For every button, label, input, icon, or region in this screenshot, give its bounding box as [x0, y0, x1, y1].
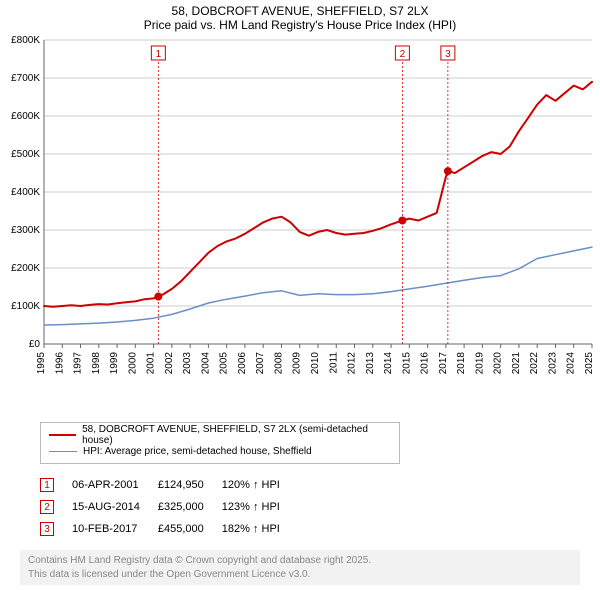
sale-row: 3 10-FEB-2017£455,000182% ↑ HPI	[40, 518, 298, 540]
sale-marker-number: 3	[445, 49, 451, 60]
x-tick-label: 2015	[401, 352, 412, 375]
sale-row-marker: 1	[40, 478, 54, 492]
sale-marker-dot	[398, 217, 406, 225]
chart-title-block: 58, DOBCROFT AVENUE, SHEFFIELD, S7 2LX P…	[0, 0, 600, 34]
x-tick-label: 2019	[474, 352, 485, 375]
x-tick-label: 1997	[73, 352, 84, 375]
x-tick-label: 2014	[383, 352, 394, 375]
sale-row: 1 06-APR-2001£124,950120% ↑ HPI	[40, 474, 298, 496]
x-tick-label: 1998	[91, 352, 102, 375]
legend: 58, DOBCROFT AVENUE, SHEFFIELD, S7 2LX (…	[40, 422, 400, 464]
title-line-2: Price paid vs. HM Land Registry's House …	[0, 18, 600, 32]
x-tick-label: 2010	[310, 352, 321, 375]
x-tick-label: 2004	[200, 352, 211, 375]
y-tick-label: £500K	[11, 149, 40, 160]
sale-row: 2 15-AUG-2014£325,000123% ↑ HPI	[40, 496, 298, 518]
sale-vs-hpi: 120% ↑ HPI	[222, 474, 298, 496]
sale-row-marker: 3	[40, 522, 54, 536]
price-chart: £0 £100K £200K £300K £400K £500K £600K £700K £80…	[0, 34, 600, 414]
x-tick-label: 1999	[109, 352, 120, 375]
x-tick-label: 2022	[529, 352, 540, 375]
x-tick-label: 1995	[36, 352, 47, 375]
sale-marker-dot	[444, 167, 452, 175]
sale-date: 10-FEB-2017	[72, 518, 158, 540]
y-tick-label: £400K	[11, 187, 40, 198]
y-tick-label: £300K	[11, 225, 40, 236]
x-tick-label: 2001	[146, 352, 157, 375]
sale-vs-hpi: 123% ↑ HPI	[222, 496, 298, 518]
legend-label: HPI: Average price, semi-detached house,…	[83, 446, 312, 457]
x-tick-label: 2016	[420, 352, 431, 375]
x-tick-label: 2003	[182, 352, 193, 375]
x-tick-label: 1996	[54, 352, 65, 375]
sale-marker-number: 1	[156, 49, 162, 60]
x-tick-label: 2012	[347, 352, 358, 375]
x-tick-label: 2024	[566, 352, 577, 375]
y-tick-label: £100K	[11, 301, 40, 312]
sale-date: 15-AUG-2014	[72, 496, 158, 518]
y-tick-label: £600K	[11, 111, 40, 122]
sale-vs-hpi: 182% ↑ HPI	[222, 518, 298, 540]
x-tick-label: 2000	[127, 352, 138, 375]
x-tick-label: 2023	[547, 352, 558, 375]
attribution: Contains HM Land Registry data © Crown c…	[20, 550, 580, 585]
chart-area: £0 £100K £200K £300K £400K £500K £600K £700K £80…	[0, 34, 600, 414]
sale-price: £325,000	[158, 496, 222, 518]
x-tick-label: 2011	[328, 352, 339, 374]
sale-date: 06-APR-2001	[72, 474, 158, 496]
x-tick-label: 2005	[219, 352, 230, 375]
x-tick-label: 2013	[365, 352, 376, 375]
x-tick-label: 2007	[255, 352, 266, 375]
legend-swatch	[49, 451, 77, 452]
x-tick-label: 2018	[456, 352, 467, 375]
sale-price: £124,950	[158, 474, 222, 496]
y-tick-label: £200K	[11, 263, 40, 274]
x-tick-label: 2002	[164, 352, 175, 375]
y-tick-label: £0	[29, 339, 41, 350]
x-tick-label: 2021	[511, 352, 522, 375]
y-tick-label: £700K	[11, 73, 40, 84]
sales-table: 1 06-APR-2001£124,950120% ↑ HPI 2 15-AUG-20…	[40, 474, 298, 540]
x-tick-label: 2008	[273, 352, 284, 375]
y-tick-label: £800K	[11, 35, 40, 46]
legend-label: 58, DOBCROFT AVENUE, SHEFFIELD, S7 2LX (…	[82, 424, 391, 446]
x-tick-label: 2006	[237, 352, 248, 375]
x-tick-label: 2025	[584, 352, 595, 375]
x-tick-label: 2020	[493, 352, 504, 375]
legend-swatch	[49, 434, 76, 436]
attribution-line-1: Contains HM Land Registry data © Crown c…	[28, 554, 572, 568]
legend-item: 58, DOBCROFT AVENUE, SHEFFIELD, S7 2LX (…	[49, 427, 391, 443]
sale-row-marker: 2	[40, 500, 54, 514]
sale-price: £455,000	[158, 518, 222, 540]
sale-marker-dot	[154, 293, 162, 301]
attribution-line-2: This data is licensed under the Open Gov…	[28, 568, 572, 582]
title-line-1: 58, DOBCROFT AVENUE, SHEFFIELD, S7 2LX	[0, 4, 600, 18]
x-tick-label: 2009	[292, 352, 303, 375]
sale-marker-number: 2	[400, 49, 406, 60]
x-tick-label: 2017	[438, 352, 449, 375]
